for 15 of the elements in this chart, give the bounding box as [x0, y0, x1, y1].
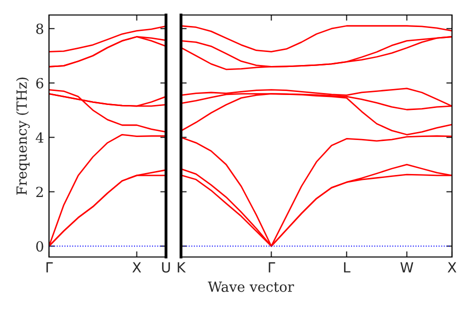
y-axis-title: Frequency (THz): [16, 78, 30, 195]
x-tick-label: X: [132, 262, 142, 272]
x-tick-label: W: [400, 262, 414, 272]
x-tick-label: X: [448, 262, 456, 272]
y-tick-label: 8: [36, 24, 44, 34]
x-tick-label: K: [178, 262, 186, 272]
x-tick-label: U: [162, 262, 170, 273]
x-tick-label: L: [344, 262, 350, 272]
y-tick-label: 4: [36, 132, 44, 143]
x-axis-title: Wave vector: [208, 282, 294, 292]
y-tick-label: 0: [36, 241, 44, 252]
y-tick-label: 6: [36, 78, 44, 88]
x-tick-label: Γ: [46, 262, 53, 272]
y-tick-label: 2: [36, 186, 43, 198]
x-tick-label: Γ: [268, 262, 276, 272]
